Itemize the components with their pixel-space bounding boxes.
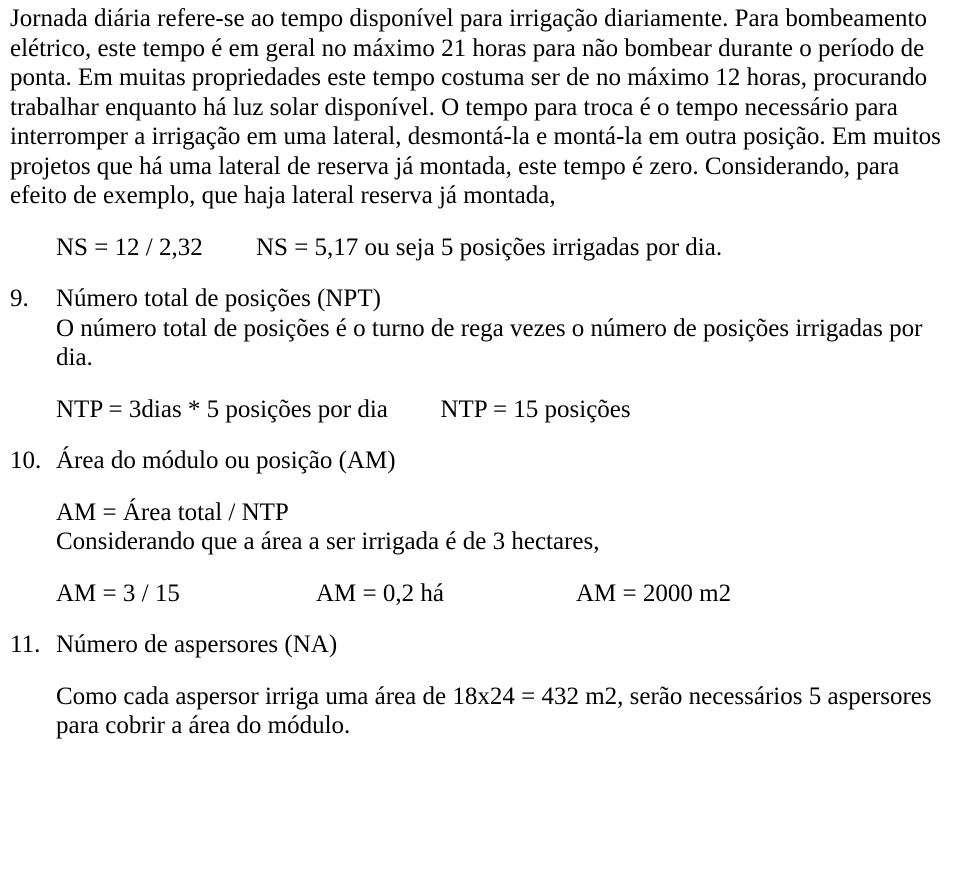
indent-spacer: [10, 579, 56, 609]
indent-spacer: [10, 233, 56, 263]
item-11-number: 11.: [10, 630, 56, 660]
am-block-body: AM = Área total / NTP Considerando que a…: [56, 498, 950, 557]
indent-spacer: [10, 395, 56, 425]
item-10-number: 10.: [10, 446, 56, 476]
equation-ns-row: NS = 12 / 2,32 NS = 5,17 ou seja 5 posiç…: [10, 233, 950, 263]
last-paragraph: Como cada aspersor irriga uma área de 18…: [56, 682, 950, 741]
item-10: 10. Área do módulo ou posição (AM): [10, 446, 950, 476]
ns-left: NS = 12 / 2,32: [56, 233, 256, 263]
am-col-a: AM = 3 / 15: [56, 579, 316, 609]
ntp-right: NTP = 15 posições: [440, 396, 630, 423]
item-9-body: O número total de posições é o turno de …: [56, 315, 922, 372]
item-9: 9. Número total de posições (NPT) O núme…: [10, 284, 950, 373]
page-body: Jornada diária refere-se ao tempo dispon…: [0, 0, 960, 761]
indent-spacer: [10, 498, 56, 557]
equation-ns-body: NS = 12 / 2,32 NS = 5,17 ou seja 5 posiç…: [56, 233, 950, 263]
am-consider-line: Considerando que a área a ser irrigada é…: [56, 527, 950, 557]
intro-paragraph: Jornada diária refere-se ao tempo dispon…: [10, 4, 950, 211]
item-11-title: Número de aspersores (NA): [56, 630, 950, 660]
ntp-left: NTP = 3dias * 5 posições por dia: [56, 396, 388, 423]
equation-am-row: AM = 3 / 15 AM = 0,2 há AM = 2000 m2: [10, 579, 950, 609]
equation-ntp-row: NTP = 3dias * 5 posições por dia NTP = 1…: [10, 395, 950, 425]
item-10-title: Área do módulo ou posição (AM): [56, 446, 950, 476]
am-col-c: AM = 2000 m2: [576, 579, 950, 609]
item-9-title: Número total de posições (NPT): [56, 285, 381, 312]
item-9-number: 9.: [10, 284, 56, 373]
item-9-text: Número total de posições (NPT) O número …: [56, 284, 950, 373]
am-block: AM = Área total / NTP Considerando que a…: [10, 498, 950, 557]
am-formula-line: AM = Área total / NTP: [56, 498, 950, 528]
equation-am-body: AM = 3 / 15 AM = 0,2 há AM = 2000 m2: [56, 579, 950, 609]
ns-right: NS = 5,17 ou seja 5 posições irrigadas p…: [256, 233, 950, 263]
am-col-b: AM = 0,2 há: [316, 579, 576, 609]
last-paragraph-row: Como cada aspersor irriga uma área de 18…: [10, 682, 950, 741]
indent-spacer: [10, 682, 56, 741]
equation-ntp-body: NTP = 3dias * 5 posições por dia NTP = 1…: [56, 395, 950, 425]
item-11: 11. Número de aspersores (NA): [10, 630, 950, 660]
